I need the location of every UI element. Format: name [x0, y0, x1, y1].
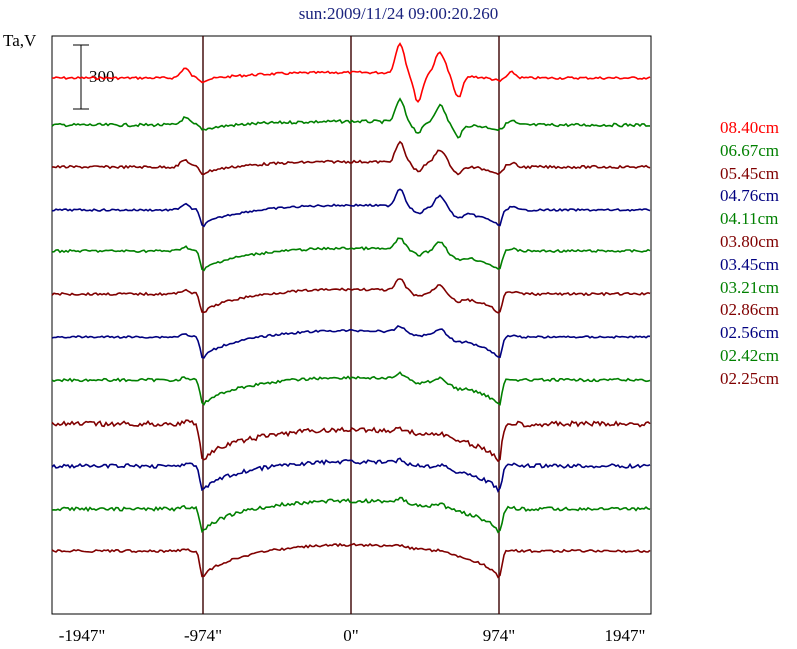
series-line-03.80cm: [51, 278, 651, 314]
series-line-04.11cm: [51, 237, 651, 272]
legend-item: 02.42cm: [720, 345, 780, 365]
y-axis-label: Ta,V: [3, 31, 37, 50]
series-line-04.76cm: [51, 188, 651, 228]
legend-item: 08.40cm: [720, 118, 780, 137]
legend-item: 03.80cm: [720, 231, 780, 251]
series-line-02.56cm: [51, 457, 651, 493]
series-line-03.21cm: [51, 371, 651, 406]
series-line-02.86cm: [51, 419, 651, 463]
legend-item: 02.56cm: [720, 323, 780, 343]
legend-item: 03.45cm: [720, 254, 780, 274]
chart-title: sun:2009/11/24 09:00:20.260: [298, 4, 499, 23]
legend-item: 03.21cm: [720, 277, 780, 297]
x-tick-label: 974": [482, 626, 516, 645]
legend-item: 05.45cm: [720, 163, 780, 183]
series-line-02.25cm: [51, 542, 651, 579]
x-tick-label: -974": [183, 626, 223, 645]
legend-item: 04.76cm: [720, 186, 780, 206]
x-tick-label: 1947": [604, 626, 646, 645]
legend-item: 04.11cm: [720, 209, 779, 229]
legend-item: 06.67cm: [720, 140, 780, 160]
scale-bar-label: 300: [89, 67, 115, 86]
series-line-03.45cm: [51, 325, 651, 359]
legend-item: 02.86cm: [720, 300, 780, 320]
legend-item: 02.25cm: [720, 368, 780, 388]
x-tick-label: 0": [343, 626, 359, 645]
series-line-06.67cm: [51, 97, 650, 139]
series-line-05.45cm: [51, 140, 651, 176]
series-line-02.42cm: [51, 496, 651, 534]
x-tick-label: -1947": [58, 626, 106, 645]
legend: 08.40cm 06.67cm 05.45cm 04.76cm 04.11cm 03.80…: [720, 117, 779, 391]
series-line-08.40cm: [51, 42, 651, 103]
